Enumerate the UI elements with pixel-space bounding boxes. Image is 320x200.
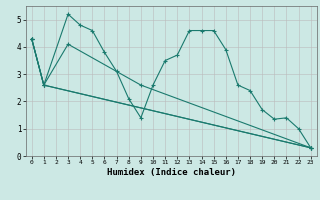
X-axis label: Humidex (Indice chaleur): Humidex (Indice chaleur) [107,168,236,177]
